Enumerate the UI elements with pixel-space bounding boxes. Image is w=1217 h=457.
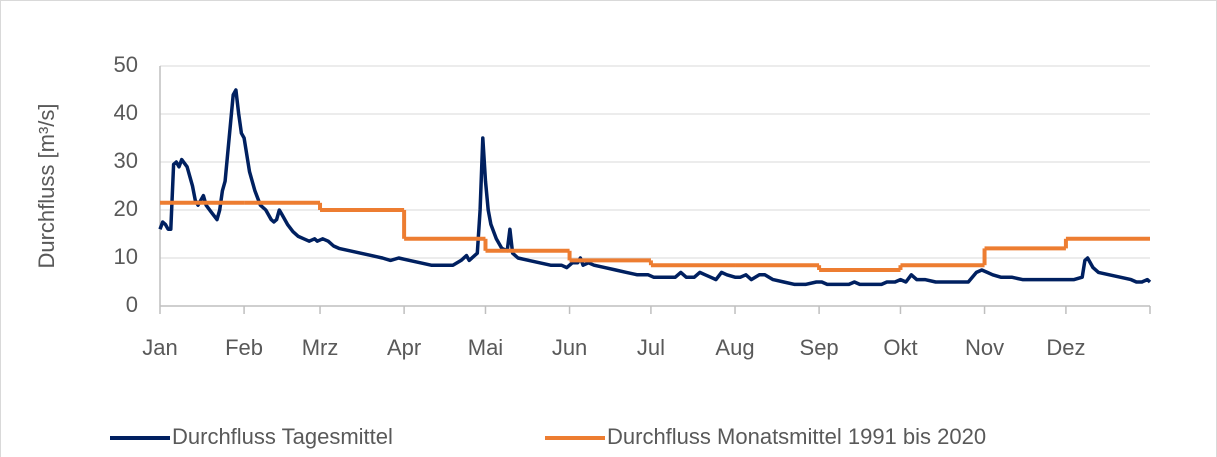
y-tick-label: 40 [114, 100, 138, 125]
x-tick-label: Aug [715, 335, 754, 360]
y-tick-label: 10 [114, 244, 138, 269]
x-tick-label: Feb [225, 335, 263, 360]
y-axis-label: Durchfluss [m³/s] [34, 103, 59, 268]
x-tick-label: Jun [552, 335, 587, 360]
x-tick-label: Apr [387, 335, 421, 360]
data-line [158, 88, 1152, 287]
x-tick-label: Mrz [302, 335, 339, 360]
x-tick-label: Okt [883, 335, 917, 360]
y-tick-label: 50 [114, 52, 138, 77]
legend-label: Durchfluss Tagesmittel [172, 424, 393, 449]
y-tick-label: 30 [114, 148, 138, 173]
legend-label: Durchfluss Monatsmittel 1991 bis 2020 [607, 424, 986, 449]
x-tick-label: Jan [142, 335, 177, 360]
x-tick-label: Jul [637, 335, 665, 360]
x-tick-label: Mai [468, 335, 503, 360]
x-tick-label: Dez [1046, 335, 1085, 360]
y-tick-label: 20 [114, 196, 138, 221]
y-tick-label: 0 [126, 292, 138, 317]
x-tick-label: Nov [965, 335, 1004, 360]
x-tick-label: Sep [800, 335, 839, 360]
